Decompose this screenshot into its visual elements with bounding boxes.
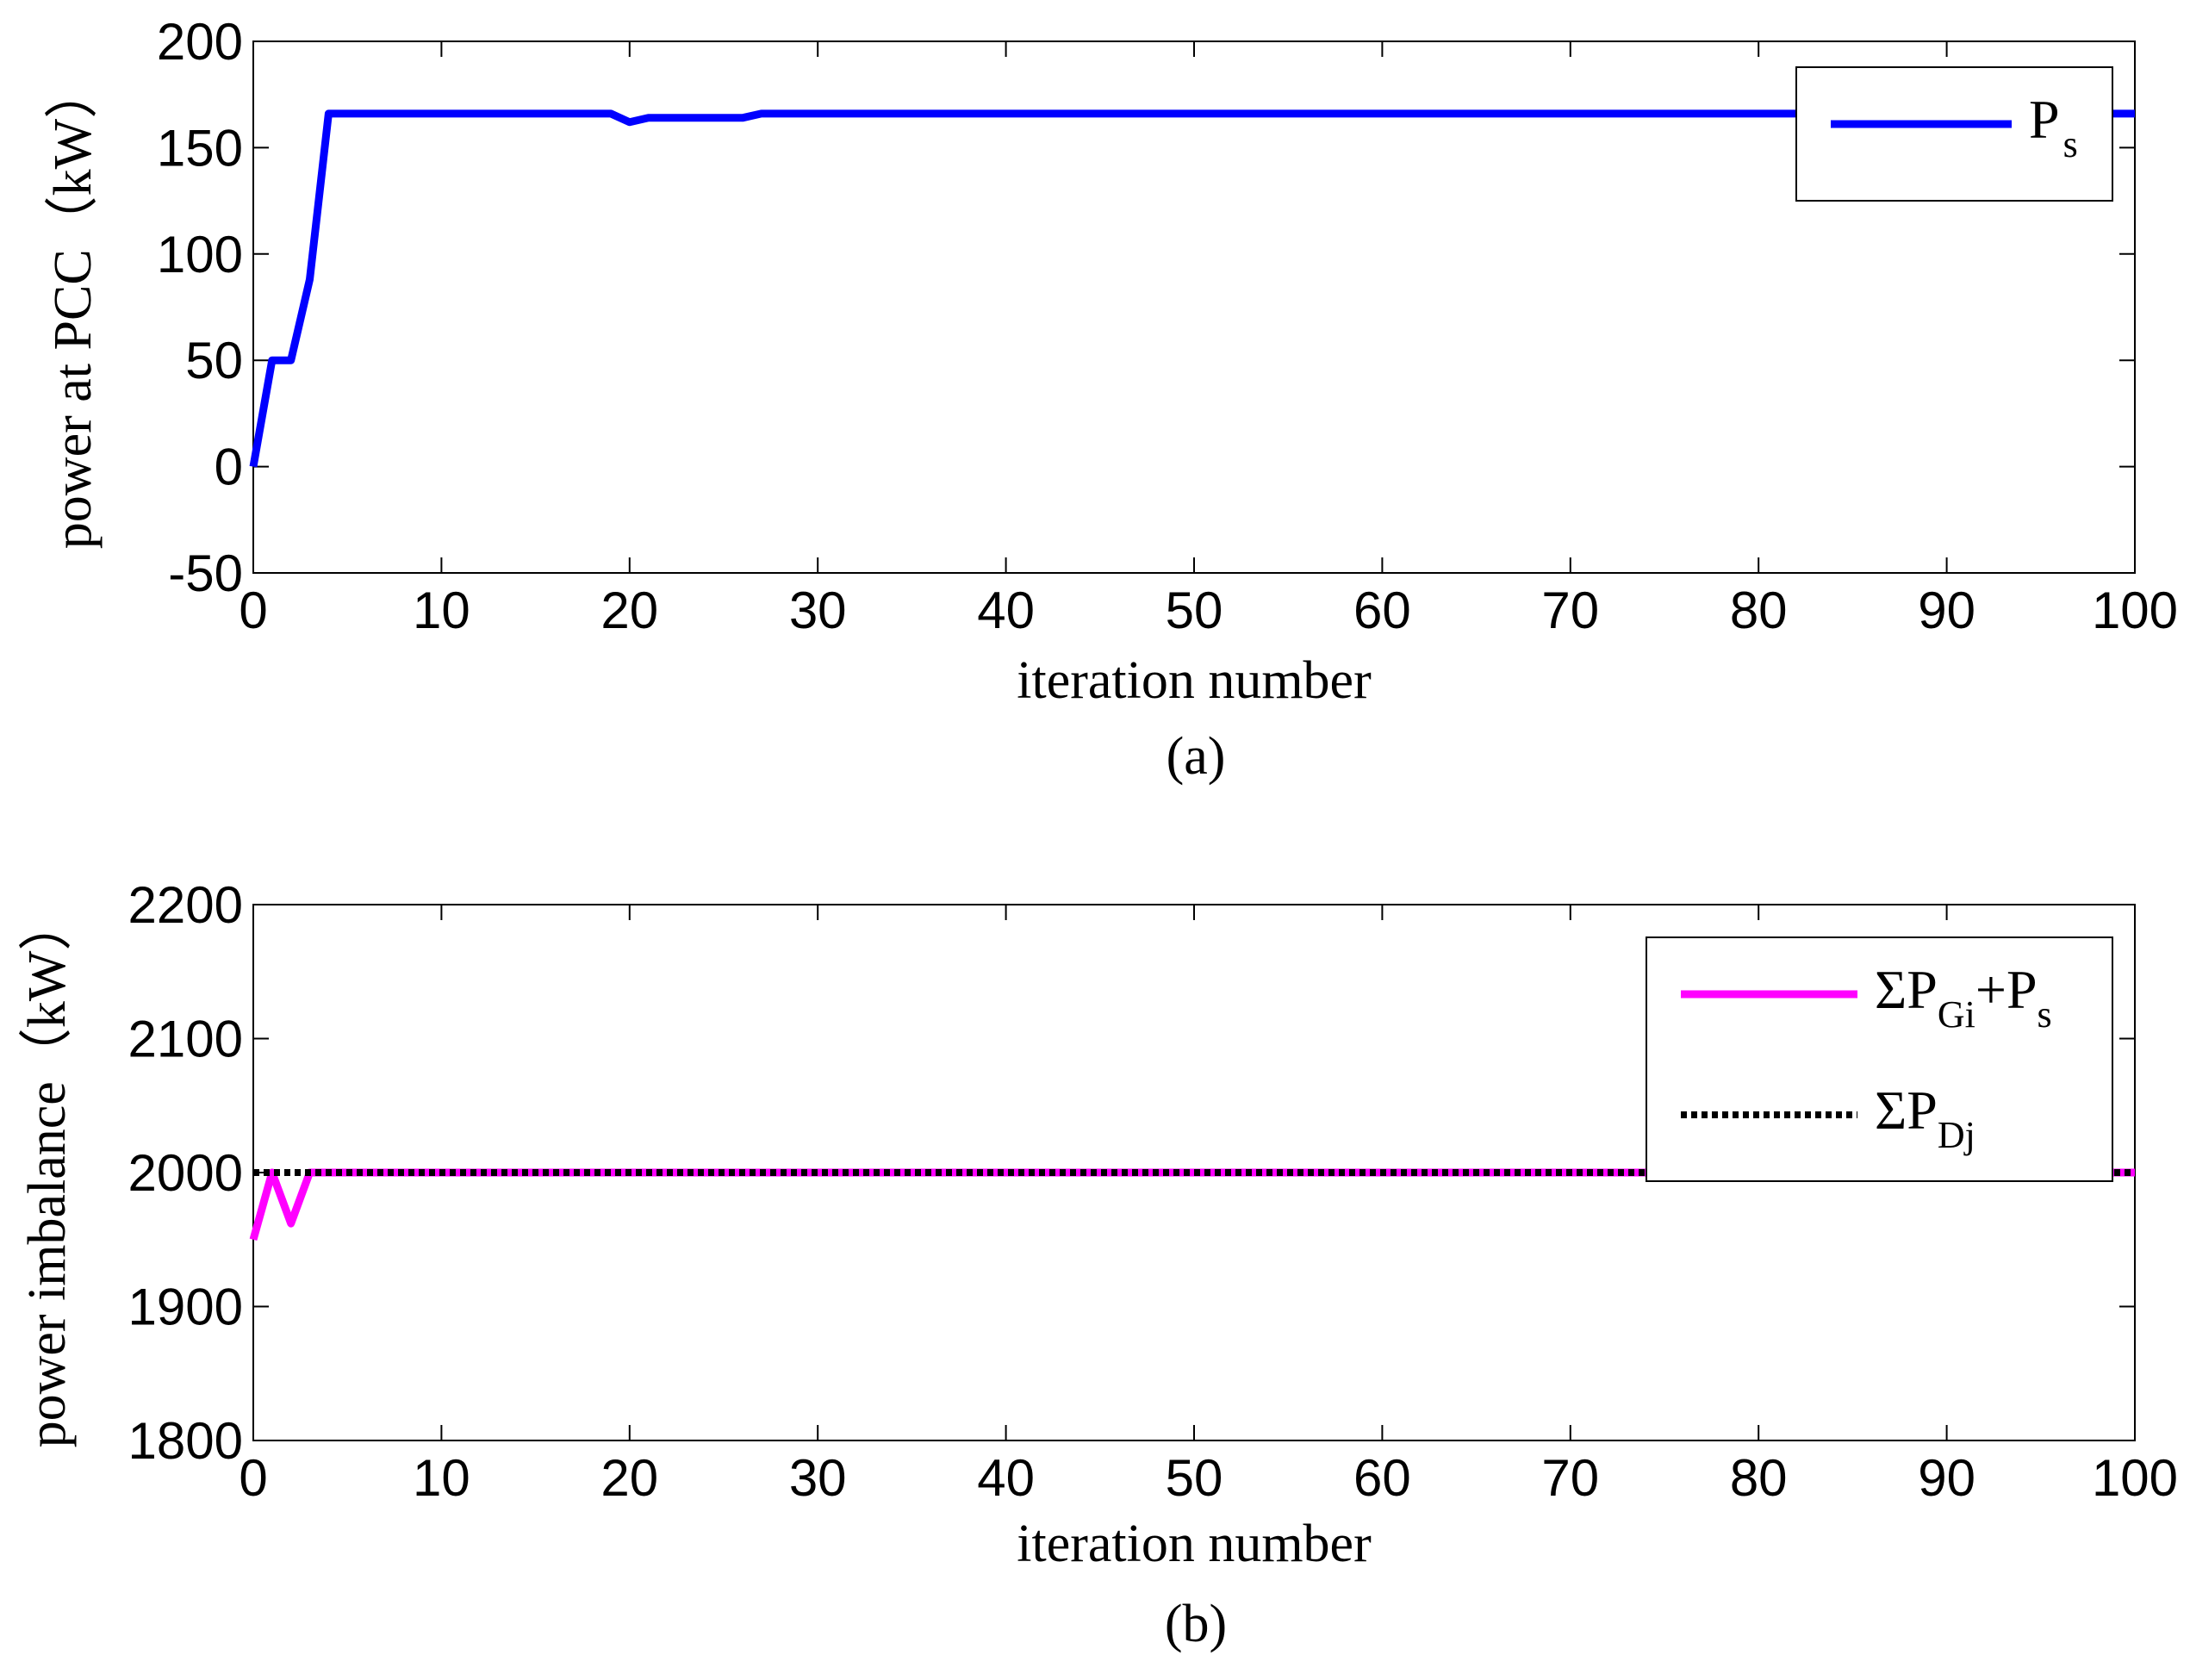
- legend-text-sub: Dj: [1938, 1114, 1975, 1156]
- x-tick-label: 80: [1730, 1449, 1788, 1507]
- y-tick-label: 1800: [128, 1412, 243, 1470]
- x-tick-label: 90: [1918, 582, 1975, 639]
- x-tick-label: 30: [789, 1449, 847, 1507]
- panel-label: (b): [1165, 1595, 1227, 1653]
- x-tick-label: 20: [600, 1449, 658, 1507]
- x-axis-label: iteration number: [1017, 651, 1372, 710]
- y-axis-label: power at PCC（kW）: [44, 65, 103, 549]
- legend-text-main: ΣP: [1875, 959, 1938, 1020]
- x-tick-label: 50: [1166, 1449, 1223, 1507]
- legend-text-main: P: [2029, 89, 2060, 150]
- y-tick-label: 2100: [128, 1011, 243, 1068]
- x-tick-label: 50: [1166, 582, 1223, 639]
- legend-label: ΣPGi+Ps: [1875, 959, 2052, 1036]
- x-tick-label: 0: [239, 1449, 267, 1507]
- y-tick-label: 200: [157, 13, 243, 71]
- y-tick-label: 150: [157, 119, 243, 177]
- legend-label: ΣPDj: [1875, 1080, 1975, 1156]
- panel-label: (a): [1167, 727, 1226, 786]
- x-tick-label: 80: [1730, 582, 1788, 639]
- legend-label: Ps: [2029, 89, 2078, 165]
- legend-text-sub: Gi: [1938, 993, 1975, 1036]
- series-line-0: [249, 109, 2135, 468]
- x-tick-label: 10: [413, 1449, 470, 1507]
- legend: Ps: [1795, 66, 2113, 202]
- x-tick-label: 70: [1541, 1449, 1599, 1507]
- x-tick-label: 40: [977, 1449, 1035, 1507]
- y-tick-label: 1900: [128, 1279, 243, 1336]
- x-tick-label: 0: [239, 582, 267, 639]
- y-tick-label: 2000: [128, 1144, 243, 1202]
- x-tick-label: 100: [2092, 1449, 2178, 1507]
- y-tick-label: 50: [185, 332, 243, 389]
- x-tick-label: 70: [1541, 582, 1599, 639]
- y-tick-label: 2200: [128, 876, 243, 934]
- legend-text-main: +P: [1975, 959, 2038, 1020]
- y-tick-label: -50: [168, 544, 243, 602]
- x-tick-label: 90: [1918, 1449, 1975, 1507]
- x-tick-label: 20: [600, 582, 658, 639]
- series-line-0: [249, 1168, 2135, 1241]
- x-tick-label: 40: [977, 582, 1035, 639]
- x-axis-label: iteration number: [1017, 1515, 1372, 1573]
- legend-box: [1646, 936, 2113, 1182]
- x-tick-label: 10: [413, 582, 470, 639]
- x-tick-label: 60: [1353, 1449, 1411, 1507]
- legend-box: [1795, 66, 2113, 202]
- legend-text-sub: s: [2038, 993, 2052, 1036]
- y-tick-label: 100: [157, 226, 243, 283]
- y-tick-label: 0: [215, 439, 243, 496]
- x-tick-label: 100: [2092, 582, 2178, 639]
- legend-text-sub: s: [2063, 123, 2078, 165]
- chart-panel-b: 0 10 20 30 40 50 60 70 80 90 100 1800 1900 2000 2100 22…: [18, 876, 2178, 1653]
- x-tick-label: 60: [1353, 582, 1411, 639]
- chart-panel-a: 0 10 20 30 40 50 60 70 80 90 100-50050100150200ite…: [44, 13, 2178, 786]
- x-tick-label: 30: [789, 582, 847, 639]
- legend-text-main: ΣP: [1875, 1080, 1938, 1141]
- y-axis-label: power imbalance（kW）: [18, 898, 77, 1448]
